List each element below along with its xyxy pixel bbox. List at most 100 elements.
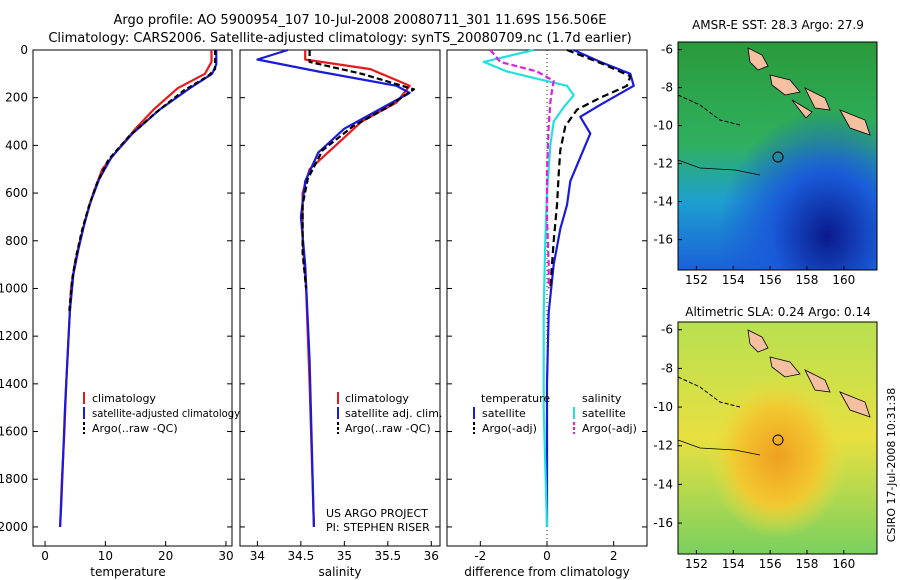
island [747, 329, 769, 353]
island [839, 391, 871, 418]
legend-item: satellite [582, 407, 626, 420]
temperature-legend: climatology satellite-adjusted climatolo… [83, 392, 240, 435]
x-tick-label: 0 [543, 549, 551, 563]
sla-warm-eddy [678, 322, 877, 554]
coastline [677, 376, 741, 408]
map-x-tick-label: 154 [722, 273, 745, 287]
depth-tick-label: 600 [5, 186, 28, 200]
depth-tick-label: 1200 [0, 329, 28, 343]
legend-item: Argo(-adj) [582, 422, 637, 435]
sla-map-frame [677, 321, 878, 555]
map-y-tick-label: -14 [653, 477, 673, 491]
sst-cold-pool [678, 42, 877, 270]
x-tick-label: 35 [337, 549, 352, 563]
legend-item: satellite adj. clim. [345, 407, 442, 420]
legend-item: Argo(..raw -QC) [345, 422, 431, 435]
series-line-salinity-satellite [482, 48, 575, 527]
credit-line1: US ARGO PROJECT [326, 507, 428, 520]
salinity-series [256, 48, 415, 527]
series-line-climatology [59, 50, 213, 527]
map-y-tick-label: -8 [661, 361, 673, 375]
x-tick-label: 0 [41, 549, 49, 563]
credit-line2: PI: STEPHEN RISER [326, 521, 430, 534]
sst-map-axes: 152 154 156 158 160 -6 -8 -10 -12 -14 -16 [653, 43, 855, 287]
map-y-tick-label: -12 [653, 157, 673, 171]
island [791, 99, 813, 119]
legend-heading-temperature: temperature [481, 392, 550, 405]
map-y-tick-label: -6 [661, 43, 673, 57]
depth-tick-label: 1000 [0, 281, 28, 295]
x-tick-label: 34 [250, 549, 265, 563]
sst-map-title: AMSR-E SST: 28.3 Argo: 27.9 [692, 18, 864, 32]
figure-title-line1: Argo profile: AO 5900954_107 10-Jul-2008… [113, 13, 606, 28]
difference-series [482, 48, 635, 546]
map-y-tick-label: -6 [661, 323, 673, 337]
x-tick-label: -2 [474, 549, 486, 563]
x-tick-label: 2 [610, 549, 618, 563]
map-x-tick-label: 152 [685, 557, 708, 571]
difference-xlabel: difference from climatology [464, 565, 630, 579]
island [839, 109, 871, 136]
x-tick-label: 34.5 [288, 549, 315, 563]
series-line-satellite-adj-clim [256, 48, 411, 527]
depth-tick-label: 400 [5, 138, 28, 152]
depth-tick-label: 200 [5, 91, 28, 105]
island [769, 74, 801, 96]
island [804, 87, 831, 111]
map-x-tick-label: 158 [796, 557, 819, 571]
legend-item: climatology [92, 392, 156, 405]
sla-map [677, 321, 878, 555]
x-tick-label: 35.5 [374, 549, 401, 563]
depth-tick-label: 2000 [0, 520, 28, 534]
x-tick-label: 30 [218, 549, 233, 563]
map-y-tick-label: -16 [653, 233, 673, 247]
series-line-satellite-adjusted-climatology [59, 50, 218, 527]
difference-x-axis: -2 0 2 [474, 541, 617, 563]
legend-heading-salinity: salinity [582, 392, 622, 405]
series-line-argo-raw-qc [68, 50, 217, 313]
depth-tick-label: 1600 [0, 425, 28, 439]
salinity-x-axis: 34 34.5 35 35.5 36 [250, 541, 439, 563]
argo-float-marker [772, 151, 784, 163]
map-x-tick-label: 152 [685, 273, 708, 287]
coastline [677, 439, 761, 456]
sla-map-axes: 152 154 156 158 160 -6 -8 -10 -12 -14 -16 [653, 323, 855, 571]
map-y-tick-label: -10 [653, 400, 673, 414]
map-x-tick-label: 160 [832, 557, 855, 571]
map-x-tick-label: 156 [759, 557, 782, 571]
temperature-series [59, 50, 218, 527]
map-x-tick-label: 160 [832, 273, 855, 287]
map-x-tick-label: 156 [759, 273, 782, 287]
island [747, 47, 769, 71]
sst-map [677, 41, 878, 271]
coastline [677, 94, 741, 126]
temperature-xlabel: temperature [90, 565, 165, 579]
island [804, 369, 831, 393]
coastline [677, 159, 761, 176]
depth-tick-label: 1800 [0, 472, 28, 486]
salinity-legend: climatology satellite adj. clim. Argo(..… [337, 392, 442, 435]
legend-item: Argo(-adj) [482, 422, 537, 435]
temperature-panel-frame [32, 49, 233, 547]
legend-item: climatology [345, 392, 409, 405]
x-tick-label: 20 [158, 549, 173, 563]
depth-tick-label: 1400 [0, 377, 28, 391]
side-timestamp-label: CSIRO 17-Jul-2008 10:31:38 [885, 388, 898, 542]
legend-item: satellite [482, 407, 526, 420]
x-tick-label: 10 [98, 549, 113, 563]
map-y-tick-label: -8 [661, 81, 673, 95]
salinity-panel-frame [239, 49, 441, 547]
map-y-tick-label: -16 [653, 516, 673, 530]
temperature-x-axis: 0 10 20 30 [41, 541, 234, 563]
island [769, 356, 801, 378]
x-tick-label: 36 [424, 549, 439, 563]
map-y-tick-label: -12 [653, 439, 673, 453]
difference-legend: temperature salinity satellite Argo(-adj… [473, 392, 637, 435]
salinity-xlabel: salinity [318, 565, 361, 579]
series-line-temperature-satellite [545, 48, 635, 527]
depth-tick-label: 800 [5, 234, 28, 248]
depth-axis: 0 200 400 600 800 1000 1200 1400 1600 1800 2000 [0, 43, 647, 534]
series-line-temperature-argo-adj [549, 48, 632, 289]
figure-title-line2: Climatology: CARS2006. Satellite-adjuste… [48, 31, 631, 46]
